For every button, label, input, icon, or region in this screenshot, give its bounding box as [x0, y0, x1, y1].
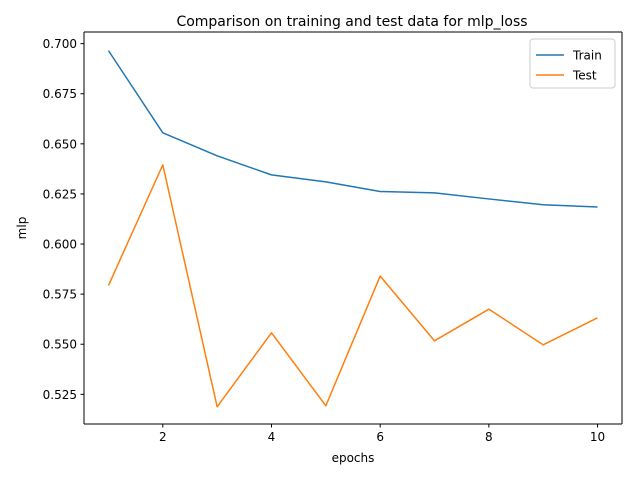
plot-area — [84, 32, 622, 424]
x-tick-label: 8 — [485, 430, 493, 444]
y-axis-ticks: 0.525 0.550 0.575 0.600 0.625 0.650 0.675 0.700 — [43, 37, 84, 402]
y-tick-label: 0.675 — [43, 87, 77, 101]
legend: Train Test — [529, 38, 616, 89]
y-tick-label: 0.575 — [43, 288, 77, 302]
y-tick-label: 0.550 — [43, 338, 77, 352]
y-tick-label: 0.600 — [43, 238, 77, 252]
series-layer — [107, 50, 598, 408]
y-tick-label: 0.625 — [43, 187, 77, 201]
x-tick-label: 4 — [268, 430, 276, 444]
x-axis-ticks: 2 4 6 8 10 — [159, 424, 605, 444]
legend-label-train: Train — [572, 49, 602, 63]
series-line-test — [107, 164, 598, 408]
x-tick-label: 2 — [159, 430, 167, 444]
y-tick-label: 0.525 — [43, 388, 77, 402]
series-line-train — [107, 50, 598, 208]
y-axis-label: mlp — [15, 217, 29, 240]
x-tick-label: 10 — [590, 430, 605, 444]
legend-label-test: Test — [572, 69, 597, 83]
x-tick-label: 6 — [376, 430, 384, 444]
x-axis-label: epochs — [332, 451, 375, 465]
axes-layer — [83, 31, 623, 425]
y-tick-label: 0.650 — [43, 137, 77, 151]
chart-title: Comparison on training and test data for… — [176, 14, 527, 30]
y-tick-label: 0.700 — [43, 37, 77, 51]
